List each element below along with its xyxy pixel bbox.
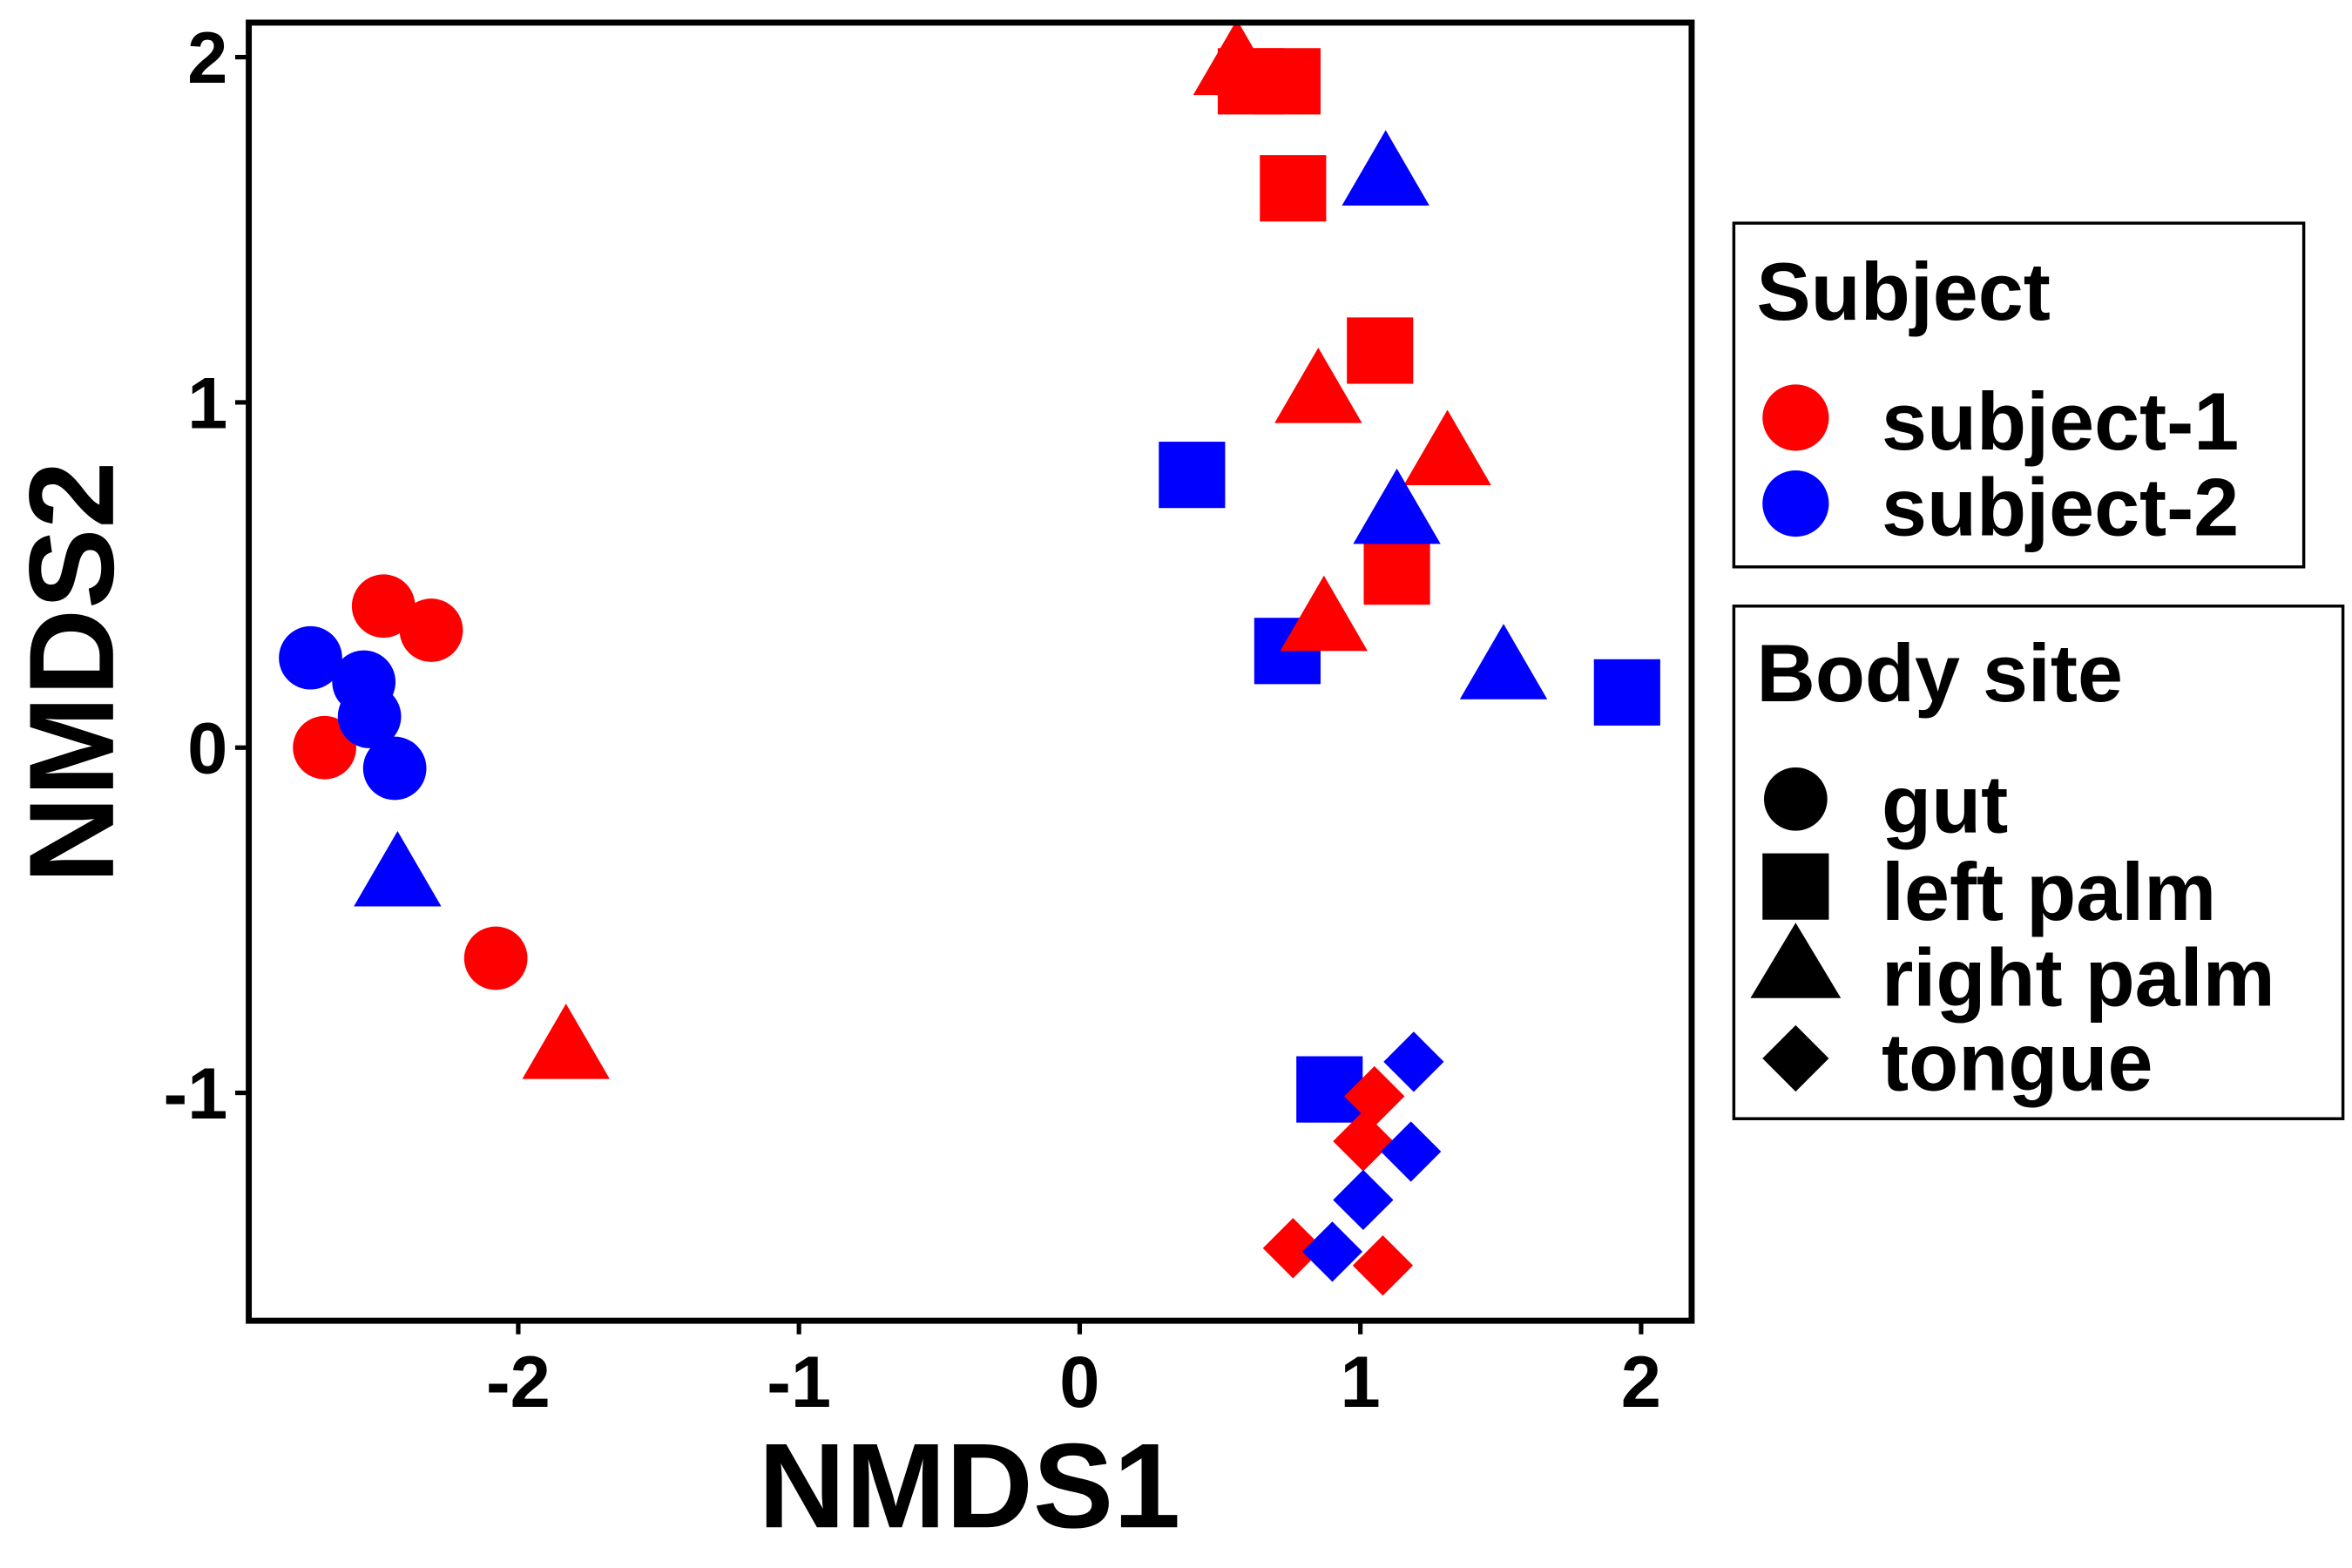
y-axis: -1 0 1 2 xyxy=(163,17,249,1134)
x-axis-label: NMDS1 xyxy=(759,1419,1181,1553)
subject-2-gut-point xyxy=(337,685,402,748)
legend-gut-label: gut xyxy=(1882,758,2008,849)
subject-1-tongue-point xyxy=(1352,1235,1414,1296)
subject-1-left-palm-point xyxy=(1363,538,1430,605)
subject-1-right-palm-point xyxy=(1403,409,1491,485)
subject-2-tongue-point xyxy=(1381,1121,1442,1182)
subject-1-left-palm-point xyxy=(1260,155,1327,222)
legend-right-palm-label: right palm xyxy=(1882,931,2275,1023)
points-layer xyxy=(279,19,1660,1296)
subject-2-gut-point xyxy=(279,625,342,690)
x-axis: -2 -1 0 1 2 xyxy=(486,1321,1661,1423)
legend-subject-2-marker xyxy=(1762,470,1829,537)
plot-panel-border xyxy=(246,19,1695,1324)
subject-2-left-palm-point xyxy=(1159,442,1226,509)
legend-body-site: Body site gut left palm right palm tongu… xyxy=(1732,605,2345,1120)
legend-left-palm-label: left palm xyxy=(1882,846,2216,937)
subject-2-tongue-point xyxy=(1383,1031,1444,1092)
subject-2-tongue-point xyxy=(1333,1169,1394,1231)
x-tick-label: -2 xyxy=(486,1342,551,1423)
legend-subject-2-label: subject-2 xyxy=(1882,461,2239,552)
x-tick-label: -1 xyxy=(767,1342,831,1423)
subject-1-gut-point xyxy=(399,598,463,662)
subject-1-tongue-point xyxy=(1344,1065,1405,1127)
legend-tongue-label: tongue xyxy=(1882,1016,2153,1107)
legend-right-palm-marker xyxy=(1750,923,1842,998)
subject-1-gut-point xyxy=(293,715,356,780)
y-axis-label: NMDS2 xyxy=(5,462,139,884)
subject-1-right-palm-point xyxy=(1193,19,1281,96)
legend-subject-1-label: subject-1 xyxy=(1882,375,2239,467)
subject-2-right-palm-point xyxy=(1353,468,1441,544)
subject-2-gut-point xyxy=(362,736,427,801)
subject-2-right-palm-point xyxy=(354,830,442,907)
legend-left-palm-marker xyxy=(1762,853,1829,920)
subject-2-right-palm-point xyxy=(1459,624,1548,700)
y-tick-label: 1 xyxy=(187,362,227,443)
legend-subject: Subject subject-1 subject-2 xyxy=(1732,221,2306,569)
x-tick-label: 1 xyxy=(1341,1342,1381,1423)
subject-2-tongue-point xyxy=(1301,1221,1363,1282)
subject-2-right-palm-point xyxy=(1342,130,1429,206)
legend-subject-title: Subject xyxy=(1756,246,2051,337)
x-tick-label: 0 xyxy=(1059,1342,1099,1423)
subject-2-left-palm-point xyxy=(1593,659,1660,726)
subject-1-right-palm-point xyxy=(1274,348,1362,423)
legend-site-title: Body site xyxy=(1756,627,2123,719)
subject-1-tongue-point xyxy=(1262,1218,1323,1279)
y-tick-label: 2 xyxy=(187,17,227,98)
y-tick-label: -1 xyxy=(163,1053,227,1134)
subject-1-right-palm-point xyxy=(522,1004,610,1079)
subject-1-right-palm-point xyxy=(1280,575,1368,652)
subject-1-gut-point xyxy=(463,926,528,990)
subject-1-left-palm-point xyxy=(1347,317,1414,384)
subject-1-tongue-point xyxy=(1333,1111,1394,1172)
x-tick-label: 2 xyxy=(1621,1342,1661,1423)
legend-gut-marker xyxy=(1764,767,1828,831)
y-tick-label: 0 xyxy=(187,708,227,789)
subject-1-gut-point xyxy=(351,574,416,639)
legend-subject-1-marker xyxy=(1762,384,1829,451)
